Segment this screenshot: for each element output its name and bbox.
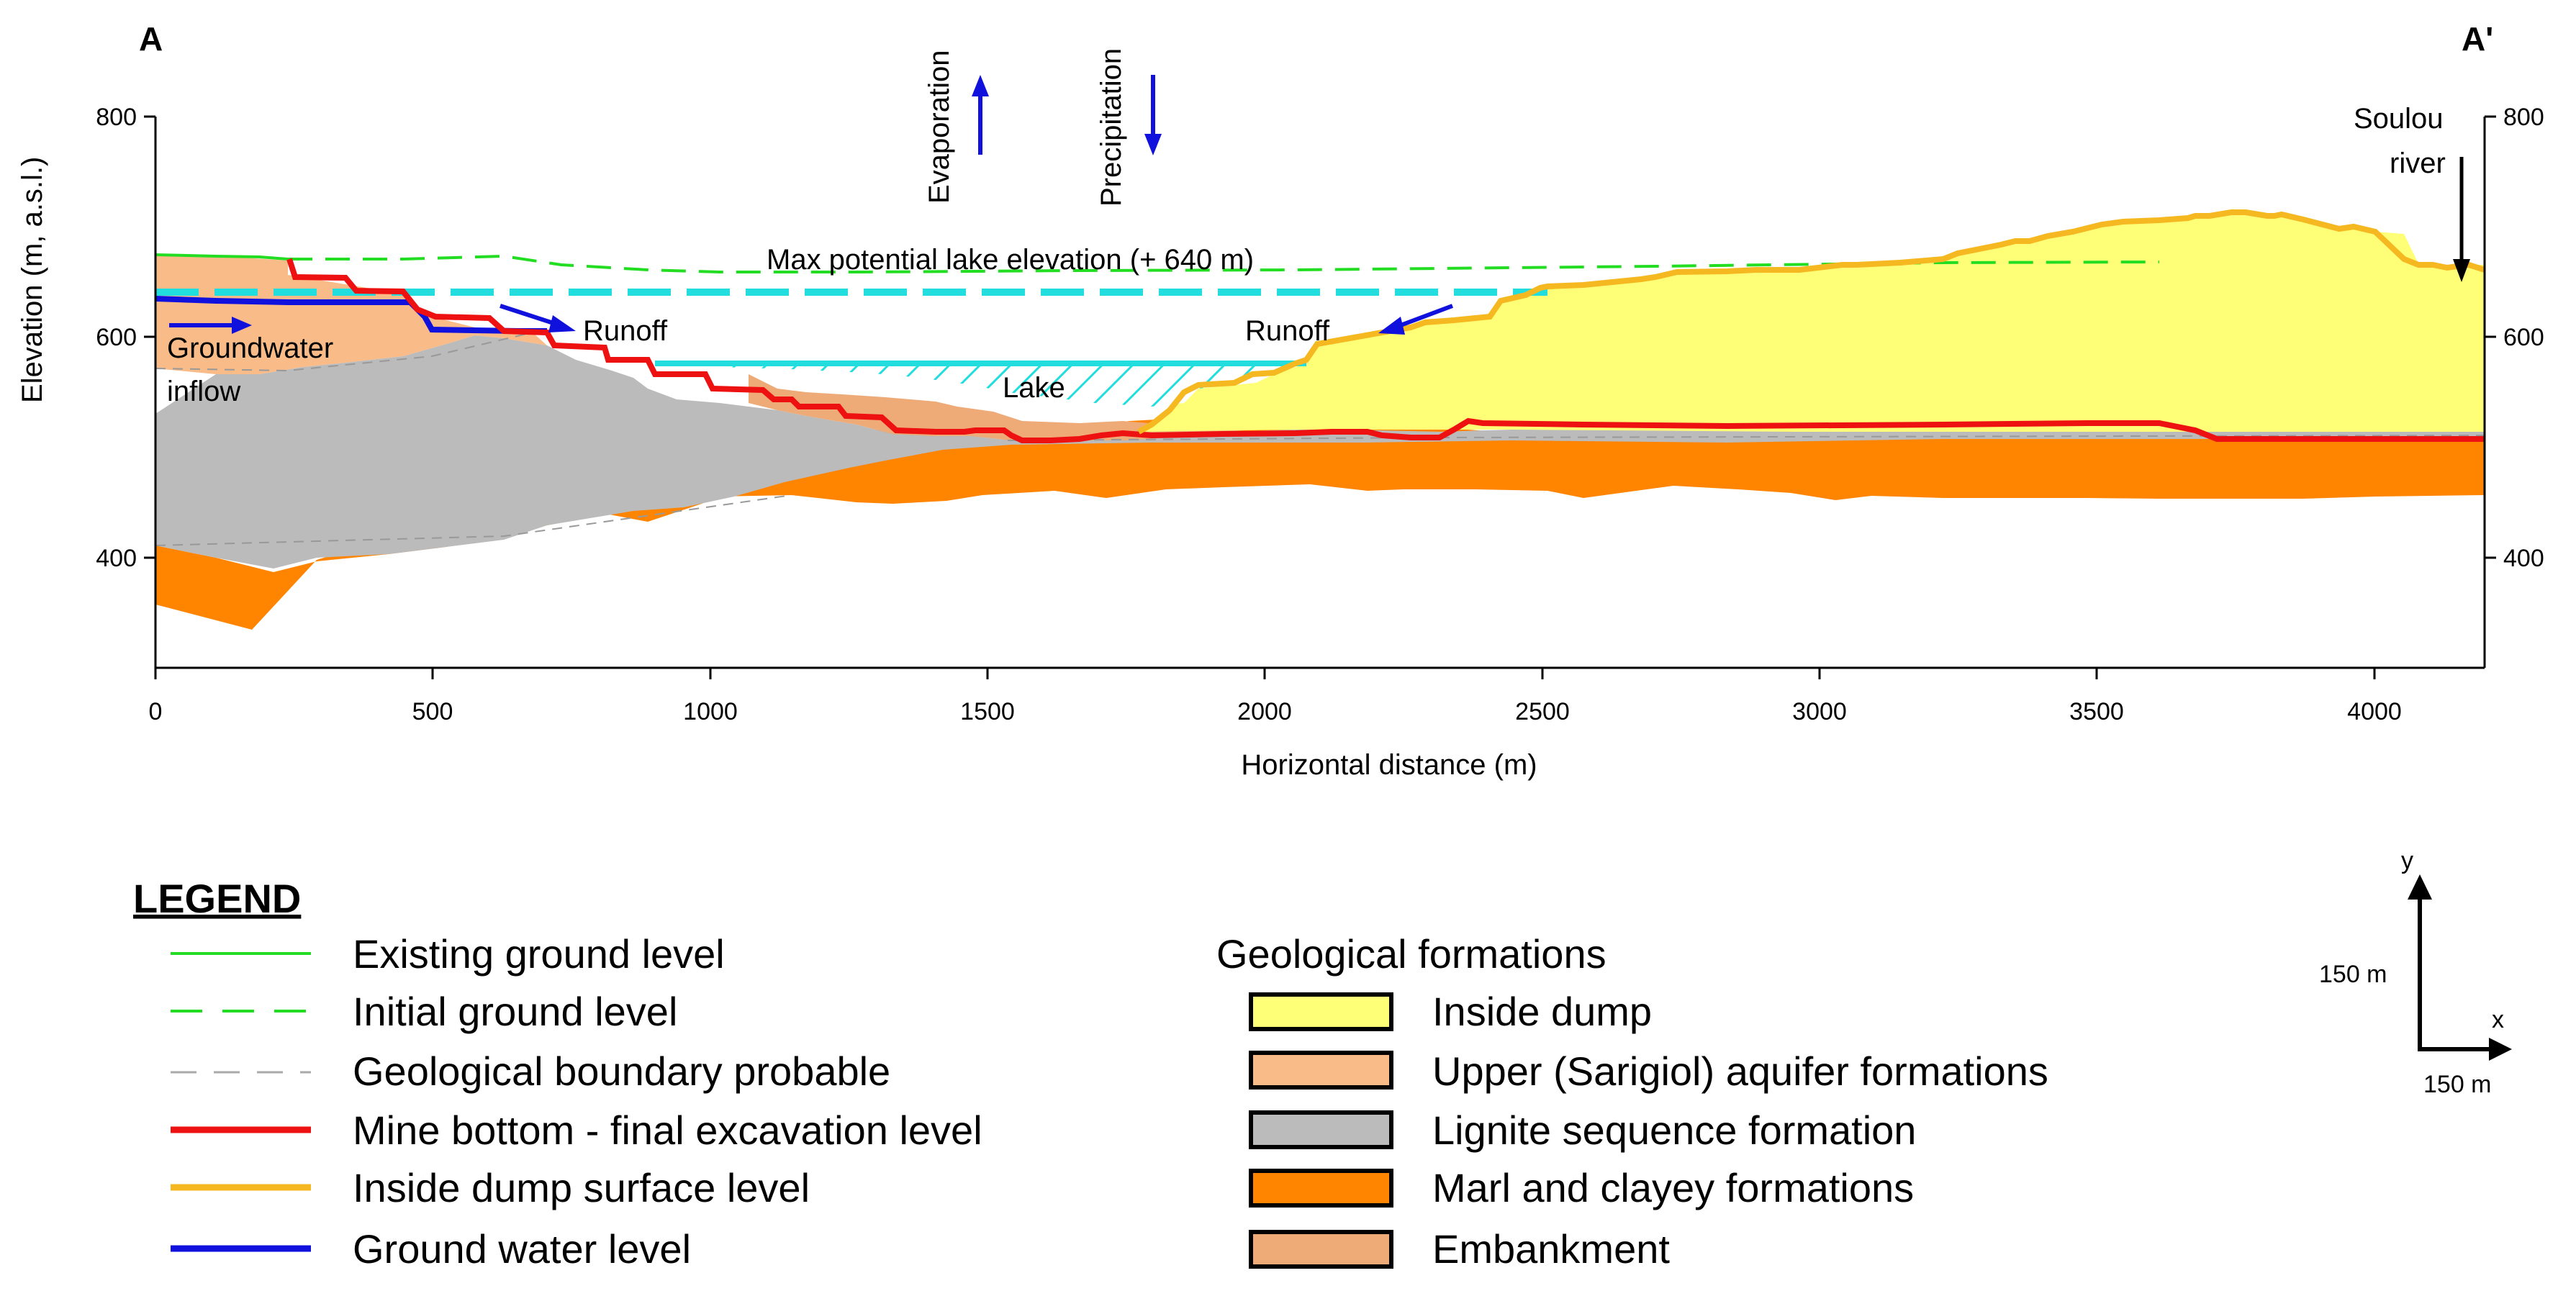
runoff-right-label: Runoff [1245, 315, 1330, 347]
x-tick-label: 4000 [2347, 698, 2402, 725]
legend-formation-labels: Inside dump Upper (Sarigiol) aquifer for… [1432, 989, 2048, 1272]
section-start-label: A [139, 20, 163, 58]
lignite-formation [155, 335, 2485, 569]
formations-title: Geological formations [1216, 931, 1606, 977]
scale-y-letter: y [2401, 847, 2413, 874]
mine-bottom-line [286, 258, 2485, 443]
river-label-1: Soulou [2354, 103, 2444, 135]
swatch-embankment [1249, 1230, 1393, 1269]
legend-item-label: Embankment [1432, 1226, 1670, 1272]
legend-item-label: Geological boundary probable [353, 1048, 890, 1094]
legend-item-label: Inside dump surface level [353, 1165, 810, 1210]
aquifer-formation [155, 255, 547, 374]
legend-formation-swatches [1249, 992, 1393, 1269]
legend-line-labels: Existing ground level Initial ground lev… [353, 931, 982, 1272]
dump-surface-line [1137, 209, 2486, 435]
legend-title: LEGEND [133, 876, 301, 921]
x-tick-label: 0 [149, 698, 163, 725]
legend-line-samples [171, 952, 311, 1252]
initial-ground-level [288, 254, 2160, 273]
scale-y-length: 150 m [2319, 961, 2387, 988]
legend-item-label: Inside dump [1432, 989, 1652, 1034]
y-tick-label: 800 [2503, 104, 2544, 131]
embankment [749, 374, 1260, 440]
swatch-marl [1249, 1169, 1393, 1208]
river-label-2: river [2390, 148, 2446, 179]
swatch-lignite [1249, 1110, 1393, 1149]
x-ticks [154, 668, 2376, 679]
flow-arrows [169, 75, 2470, 335]
x-tick-label: 1000 [683, 698, 738, 725]
legend-item-label: Ground water level [353, 1226, 691, 1272]
scale-x-arrowhead [2489, 1038, 2512, 1061]
legend-item-label: Marl and clayey formations [1432, 1165, 1914, 1210]
lake-label: Lake [1003, 372, 1065, 404]
river-arrow [2453, 157, 2470, 282]
runoff-left-label: Runoff [583, 315, 668, 347]
swatch-aquifer [1249, 1051, 1393, 1090]
x-tick-label: 1500 [960, 698, 1015, 725]
y-tick-labels-right: 400 600 800 [2503, 104, 2544, 572]
y-axis-label: Elevation (m, a.s.l.) [17, 157, 48, 403]
swatch-inside-dump [1249, 992, 1393, 1031]
legend-item-label: Lignite sequence formation [1432, 1107, 1916, 1153]
marl-formation [155, 414, 2485, 630]
lake [655, 363, 1306, 407]
x-axis-label: Horizontal distance (m) [1241, 749, 1537, 781]
evaporation-label: Evaporation [923, 50, 955, 204]
legend-item-label: Upper (Sarigiol) aquifer formations [1432, 1048, 2048, 1094]
y-tick-label: 400 [96, 545, 137, 572]
x-tick-labels: 0 500 1000 1500 2000 2500 3000 3500 4000 [149, 698, 2402, 725]
evaporation-arrow [972, 75, 989, 155]
x-tick-label: 3000 [1792, 698, 1847, 725]
y-tick-label: 800 [96, 104, 137, 131]
y-tick-labels-left: 400 600 800 [96, 104, 137, 572]
legend-item-label: Initial ground level [353, 989, 677, 1034]
section-end-label: A' [2462, 20, 2493, 58]
y-ticks-left [144, 115, 155, 559]
legend: LEGEND Existing ground level Initial gro… [133, 876, 2048, 1272]
scale-x-length: 150 m [2423, 1071, 2492, 1098]
x-tick-label: 2500 [1515, 698, 1570, 725]
scale-y-arrowhead [2408, 874, 2432, 900]
y-tick-label: 600 [96, 324, 137, 351]
plot-area: Max potential lake elevation (+ 640 m) R… [155, 48, 2486, 630]
legend-item-label: Mine bottom - final excavation level [353, 1107, 982, 1153]
existing-ground-level [155, 253, 289, 261]
scale-indicator: y x 150 m 150 m [2319, 847, 2512, 1098]
x-tick-label: 2000 [1237, 698, 1292, 725]
groundwater-label-2: inflow [167, 376, 240, 407]
axes: 0 500 1000 1500 2000 2500 3000 3500 4000… [17, 20, 2544, 781]
scale-x-letter: x [2492, 1006, 2504, 1033]
max-lake-label: Max potential lake elevation (+ 640 m) [767, 244, 1254, 276]
groundwater-inflow-arrow [169, 317, 252, 334]
y-tick-label: 400 [2503, 545, 2544, 572]
y-ticks-right [2485, 115, 2496, 559]
runoff-right-arrow [1378, 304, 1454, 335]
annotations: Max potential lake elevation (+ 640 m) R… [167, 48, 2446, 407]
x-tick-label: 3500 [2069, 698, 2124, 725]
runoff-left-arrow [500, 304, 576, 332]
groundwater-label-1: Groundwater [167, 332, 333, 364]
x-tick-label: 500 [412, 698, 453, 725]
precipitation-arrow [1144, 75, 1162, 155]
precipitation-label: Precipitation [1095, 48, 1127, 207]
y-tick-label: 600 [2503, 324, 2544, 351]
legend-item-label: Existing ground level [353, 931, 725, 977]
inside-dump [1139, 212, 2485, 432]
